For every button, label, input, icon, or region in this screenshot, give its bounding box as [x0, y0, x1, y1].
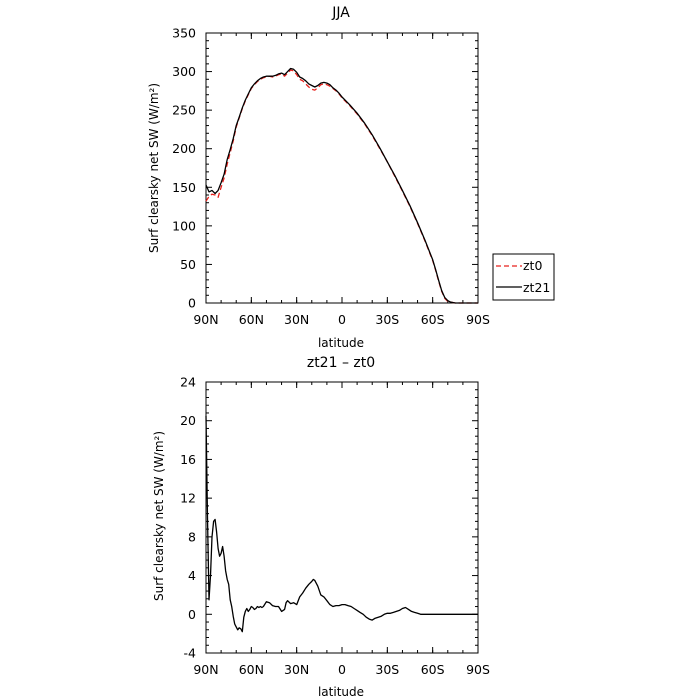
x-tick-label: 60N — [239, 312, 264, 327]
x-tick-label: 90S — [466, 312, 490, 327]
x-tick-label: 60S — [421, 662, 445, 677]
series-line-zt0 — [205, 69, 478, 304]
bottom-chart-title: zt21 – zt0 — [307, 355, 375, 371]
x-tick-label: 30N — [284, 662, 309, 677]
x-tick-label: 30S — [375, 312, 399, 327]
bottom-panel: zt21 – zt0 latitude Surf clearsky net SW… — [152, 355, 490, 699]
top-x-axis-label: latitude — [318, 336, 364, 350]
bottom-y-axis-label: Surf clearsky net SW (W/m²) — [152, 431, 166, 601]
legend-label-zt21: zt21 — [523, 280, 550, 295]
x-tick-label: 60S — [421, 312, 445, 327]
y-tick-label: 300 — [172, 64, 196, 79]
legend: zt0 zt21 — [492, 253, 555, 301]
x-tick-label: 90N — [193, 662, 218, 677]
x-tick-label: 90N — [193, 312, 218, 327]
x-tick-label: 0 — [338, 662, 346, 677]
top-chart-title: JJA — [331, 5, 350, 21]
series-line-zt21 — [205, 67, 478, 304]
bottom-x-axis-label: latitude — [318, 685, 364, 699]
y-tick-label: 350 — [172, 26, 196, 41]
x-tick-label: 30N — [284, 312, 309, 327]
y-tick-label: 0 — [188, 607, 196, 622]
y-tick-label: -4 — [184, 646, 197, 661]
y-tick-label: 8 — [188, 529, 196, 544]
y-tick-label: 150 — [172, 180, 196, 195]
y-tick-label: 0 — [188, 296, 196, 311]
x-tick-label: 60N — [239, 662, 264, 677]
plot-frame — [205, 381, 479, 654]
legend-label-zt0: zt0 — [523, 258, 542, 273]
difference-line — [205, 415, 478, 633]
x-tick-label: 0 — [338, 312, 346, 327]
y-tick-label: 100 — [172, 218, 196, 233]
y-tick-label: 12 — [180, 491, 196, 506]
legend-box — [492, 253, 555, 301]
y-tick-label: 24 — [180, 375, 196, 390]
y-tick-label: 16 — [180, 452, 196, 467]
x-tick-label: 90S — [466, 662, 490, 677]
y-tick-label: 4 — [188, 568, 196, 583]
y-tick-label: 200 — [172, 141, 196, 156]
x-tick-label: 30S — [375, 662, 399, 677]
y-tick-label: 20 — [180, 413, 196, 428]
top-panel: JJA latitude Surf clearsky net SW (W/m²)… — [147, 5, 555, 350]
plot-frame — [205, 32, 479, 304]
y-tick-label: 250 — [172, 103, 196, 118]
y-tick-label: 50 — [180, 257, 196, 272]
top-y-axis-label: Surf clearsky net SW (W/m²) — [147, 83, 161, 253]
